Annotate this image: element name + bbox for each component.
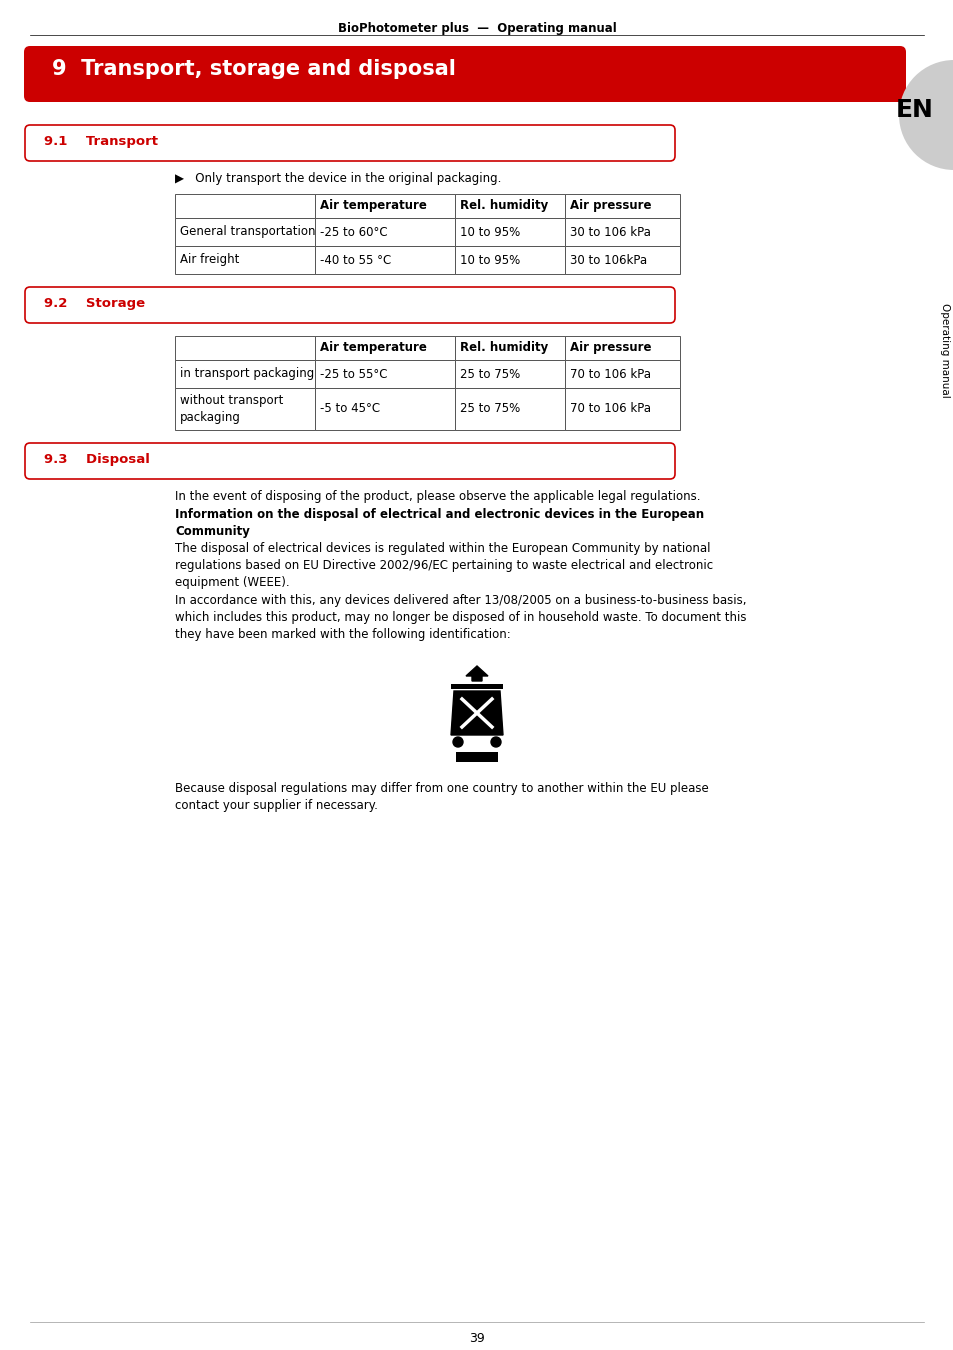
Bar bbox=[455, 360, 564, 387]
Bar bbox=[174, 360, 314, 387]
Bar bbox=[456, 752, 497, 761]
Bar bbox=[314, 246, 455, 274]
Text: Air freight: Air freight bbox=[180, 254, 239, 266]
Text: Air pressure: Air pressure bbox=[569, 200, 651, 212]
Text: 30 to 106 kPa: 30 to 106 kPa bbox=[569, 225, 650, 239]
FancyBboxPatch shape bbox=[25, 288, 675, 323]
Text: 39: 39 bbox=[469, 1332, 484, 1345]
Text: 25 to 75%: 25 to 75% bbox=[459, 402, 519, 416]
Bar bbox=[455, 387, 564, 431]
Text: Operating manual: Operating manual bbox=[939, 302, 949, 397]
Text: 9.3    Disposal: 9.3 Disposal bbox=[44, 454, 150, 466]
Polygon shape bbox=[465, 666, 488, 680]
Bar bbox=[564, 360, 679, 387]
Text: 25 to 75%: 25 to 75% bbox=[459, 367, 519, 381]
Text: In accordance with this, any devices delivered after 13/08/2005 on a business-to: In accordance with this, any devices del… bbox=[174, 594, 745, 641]
Bar bbox=[314, 336, 455, 360]
Bar bbox=[564, 246, 679, 274]
Text: -25 to 60°C: -25 to 60°C bbox=[319, 225, 387, 239]
Bar bbox=[455, 246, 564, 274]
Text: Rel. humidity: Rel. humidity bbox=[459, 342, 548, 355]
Text: -25 to 55°C: -25 to 55°C bbox=[319, 367, 387, 381]
Text: Because disposal regulations may differ from one country to another within the E: Because disposal regulations may differ … bbox=[174, 782, 708, 811]
Bar bbox=[469, 684, 484, 688]
Text: The disposal of electrical devices is regulated within the European Community by: The disposal of electrical devices is re… bbox=[174, 541, 713, 589]
Bar bbox=[174, 217, 314, 246]
Text: Information on the disposal of electrical and electronic devices in the European: Information on the disposal of electrica… bbox=[174, 508, 703, 539]
Text: 10 to 95%: 10 to 95% bbox=[459, 225, 519, 239]
Bar bbox=[455, 217, 564, 246]
Bar bbox=[314, 387, 455, 431]
Text: In the event of disposing of the product, please observe the applicable legal re: In the event of disposing of the product… bbox=[174, 490, 700, 504]
Circle shape bbox=[453, 737, 462, 747]
Circle shape bbox=[491, 737, 500, 747]
Text: EN: EN bbox=[895, 99, 933, 122]
Text: -40 to 55 °C: -40 to 55 °C bbox=[319, 254, 391, 266]
Bar bbox=[451, 684, 502, 688]
Bar bbox=[174, 387, 314, 431]
Text: 30 to 106kPa: 30 to 106kPa bbox=[569, 254, 646, 266]
Polygon shape bbox=[451, 691, 502, 734]
Text: -5 to 45°C: -5 to 45°C bbox=[319, 402, 379, 416]
Text: Air temperature: Air temperature bbox=[319, 200, 426, 212]
Bar bbox=[455, 336, 564, 360]
Text: 9  Transport, storage and disposal: 9 Transport, storage and disposal bbox=[52, 59, 456, 80]
Text: 70 to 106 kPa: 70 to 106 kPa bbox=[569, 367, 650, 381]
Text: 10 to 95%: 10 to 95% bbox=[459, 254, 519, 266]
Bar bbox=[314, 217, 455, 246]
Text: BioPhotometer plus  —  Operating manual: BioPhotometer plus — Operating manual bbox=[337, 22, 616, 35]
Text: 9.1    Transport: 9.1 Transport bbox=[44, 135, 158, 148]
Text: 70 to 106 kPa: 70 to 106 kPa bbox=[569, 402, 650, 416]
Bar bbox=[174, 246, 314, 274]
FancyBboxPatch shape bbox=[25, 443, 675, 479]
Text: Rel. humidity: Rel. humidity bbox=[459, 200, 548, 212]
FancyBboxPatch shape bbox=[25, 126, 675, 161]
Bar bbox=[314, 194, 455, 217]
Bar bbox=[564, 387, 679, 431]
Bar bbox=[174, 194, 314, 217]
Text: ▶   Only transport the device in the original packaging.: ▶ Only transport the device in the origi… bbox=[174, 171, 501, 185]
Text: Air pressure: Air pressure bbox=[569, 342, 651, 355]
Text: Air temperature: Air temperature bbox=[319, 342, 426, 355]
Text: 9.2    Storage: 9.2 Storage bbox=[44, 297, 145, 310]
Bar bbox=[564, 336, 679, 360]
Text: General transportation: General transportation bbox=[180, 225, 315, 239]
Bar bbox=[314, 360, 455, 387]
Text: in transport packaging: in transport packaging bbox=[180, 367, 314, 381]
Wedge shape bbox=[898, 59, 953, 170]
Bar bbox=[564, 217, 679, 246]
Bar bbox=[174, 336, 314, 360]
Bar bbox=[455, 194, 564, 217]
FancyBboxPatch shape bbox=[24, 46, 905, 103]
Text: without transport
packaging: without transport packaging bbox=[180, 394, 283, 424]
Bar bbox=[564, 194, 679, 217]
